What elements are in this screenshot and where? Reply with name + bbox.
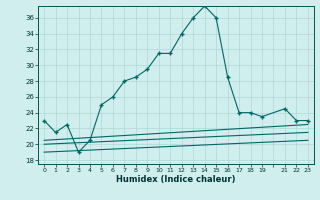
X-axis label: Humidex (Indice chaleur): Humidex (Indice chaleur) (116, 175, 236, 184)
